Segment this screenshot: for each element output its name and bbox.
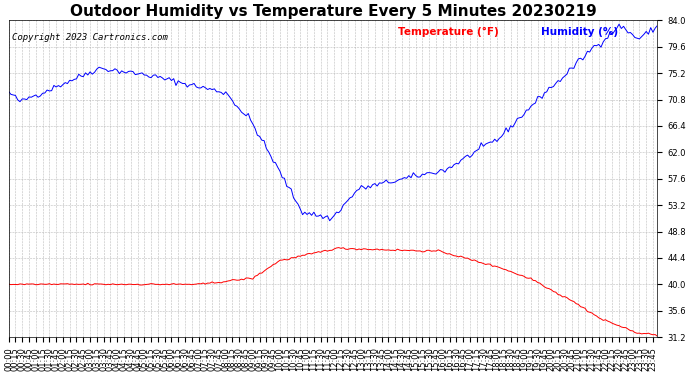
Text: Humidity (%): Humidity (%) — [541, 27, 618, 37]
Title: Outdoor Humidity vs Temperature Every 5 Minutes 20230219: Outdoor Humidity vs Temperature Every 5 … — [70, 4, 596, 19]
Text: Temperature (°F): Temperature (°F) — [398, 27, 499, 37]
Text: Copyright 2023 Cartronics.com: Copyright 2023 Cartronics.com — [12, 33, 168, 42]
